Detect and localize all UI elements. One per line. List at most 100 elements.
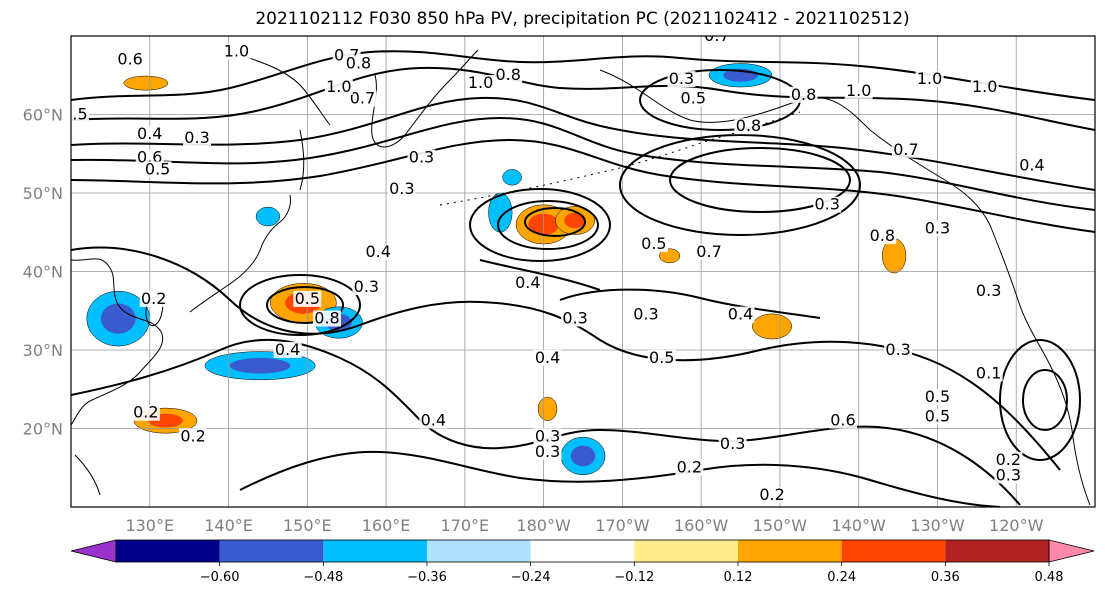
contour-label-bg: [561, 310, 590, 327]
contour-label: 0.5: [145, 159, 170, 178]
contour-label: 0.4: [275, 340, 300, 359]
contour-label-bg: [734, 118, 763, 135]
contour-label: 0.3: [562, 309, 587, 328]
coastline-asia: [71, 258, 163, 426]
contour-label: 0.3: [184, 128, 209, 147]
contour-label-bg: [884, 341, 913, 358]
precip-patch-core: [564, 212, 586, 229]
contour-label: 1.0: [846, 81, 871, 100]
coastlines: [71, 49, 1091, 506]
contour-label-bg: [419, 412, 448, 429]
contour-label-bg: [632, 306, 661, 323]
contour-label-bg: [695, 243, 724, 260]
contour-label-bg: [970, 78, 999, 95]
contour-label: 0.3: [409, 148, 434, 167]
contour-label: 0.3: [535, 442, 560, 461]
contour-label-bg: [923, 220, 952, 237]
pv-contour-low: [497, 200, 599, 250]
contour-label: 0.5: [641, 234, 666, 253]
colorbar-segment: [841, 540, 946, 562]
contour-label: 0.5: [925, 407, 950, 426]
colorbar-segment: [738, 540, 842, 562]
longitude-tick-label: 170°E: [441, 516, 490, 535]
contour-label: 1.0: [972, 77, 997, 96]
contour-label-bg: [718, 436, 747, 453]
pv-contour: [479, 259, 601, 291]
contour-label-bg: [844, 82, 873, 99]
contour-label-bg: [71, 106, 89, 123]
longitude-tick-label: 130°E: [125, 516, 174, 535]
longitude-tick-label: 140°E: [204, 516, 253, 535]
contour-label: 0.2: [180, 426, 205, 445]
latitude-tick-label: 60°N: [23, 106, 63, 125]
contour-label-bg: [675, 459, 704, 476]
contour-label-bg: [143, 161, 172, 178]
contour-label: 0.3: [720, 434, 745, 453]
contour-label: 0.5: [681, 89, 706, 108]
contour-label: 0.3: [535, 426, 560, 445]
contour-label-bg: [533, 443, 562, 460]
contour-label: 0.3: [669, 69, 694, 88]
longitude-tick-label: 180°W: [516, 516, 571, 535]
contour-label-bg: [923, 389, 952, 406]
contour-label: 0.5: [62, 104, 87, 123]
pv-contour: [559, 288, 821, 319]
precip-patch: [659, 248, 681, 264]
pv-contour: [71, 116, 1095, 211]
contour-label: 0.3: [354, 277, 379, 296]
longitude-tick-label: 160°W: [674, 516, 729, 535]
contour-label: 0.2: [996, 450, 1021, 469]
contour-label: 0.4: [421, 411, 446, 430]
contour-label-bg: [222, 43, 251, 60]
contour-label-bg: [344, 55, 373, 72]
colorbar-segment: [945, 540, 1049, 562]
contour-label-bg: [891, 141, 920, 158]
contour-label-bg: [183, 129, 212, 146]
pv-contour-low: [524, 207, 586, 237]
contour-label-bg: [974, 283, 1003, 300]
contour-label-bg: [387, 181, 416, 197]
contour-label: 0.8: [314, 309, 339, 328]
contour-label: 1.0: [326, 77, 351, 96]
contour-label: 0.5: [925, 387, 950, 406]
colorbar-tick-label: −0.60: [200, 570, 240, 585]
contour-label-bg: [915, 71, 944, 88]
longitude-tick-label: 140°W: [832, 516, 887, 535]
contour-label-bg: [994, 467, 1023, 484]
contour-label-bg: [828, 412, 857, 429]
contour-label: 0.3: [814, 195, 839, 214]
contour-labels: 0.6 1.0 0.70.80.71.00.50.4 0.30.60.50.30.31…: [62, 36, 1046, 504]
contour-label-bg: [647, 349, 676, 366]
contour-label: 0.4: [365, 242, 390, 261]
latitude-tick-label: 30°N: [23, 341, 63, 360]
contour-label: 0.1: [976, 363, 1001, 382]
latitude-tick-label: 20°N: [23, 420, 63, 439]
contour-label-bg: [639, 235, 668, 252]
latitude-ticks: 60°N 50°N 40°N 30°N 20°N: [23, 106, 63, 439]
colorbar-tick-label: 0.36: [931, 570, 960, 585]
contour-label: 0.2: [141, 289, 166, 308]
colorbar-segment: [530, 540, 635, 562]
contour-label-bg: [179, 428, 208, 445]
colorbar-segment: [634, 540, 738, 562]
colorbar-extend-low: [70, 539, 117, 563]
latitude-tick-label: 50°N: [23, 184, 63, 203]
contour-label-bg: [679, 90, 708, 107]
coastline-japan: [189, 194, 291, 313]
contour-label: 0.3: [925, 218, 950, 237]
colorbar-tick-label: −0.24: [511, 570, 551, 585]
contour-label: 0.4: [137, 124, 162, 143]
pv-contour-low: [239, 274, 361, 336]
longitude-tick-label: 160°E: [362, 516, 411, 535]
contour-label-bg: [494, 67, 523, 84]
colorbar-segment: [323, 540, 427, 562]
contour-label-bg: [533, 428, 562, 445]
precip-patch: [255, 206, 280, 227]
contour-label: 0.6: [830, 411, 855, 430]
contour-label-bg: [466, 75, 495, 92]
colorbar-tick-label: 0.48: [1035, 570, 1064, 585]
contour-label-bg: [813, 196, 842, 213]
contour-label-bg: [533, 349, 562, 366]
precip-patch: [502, 169, 522, 186]
